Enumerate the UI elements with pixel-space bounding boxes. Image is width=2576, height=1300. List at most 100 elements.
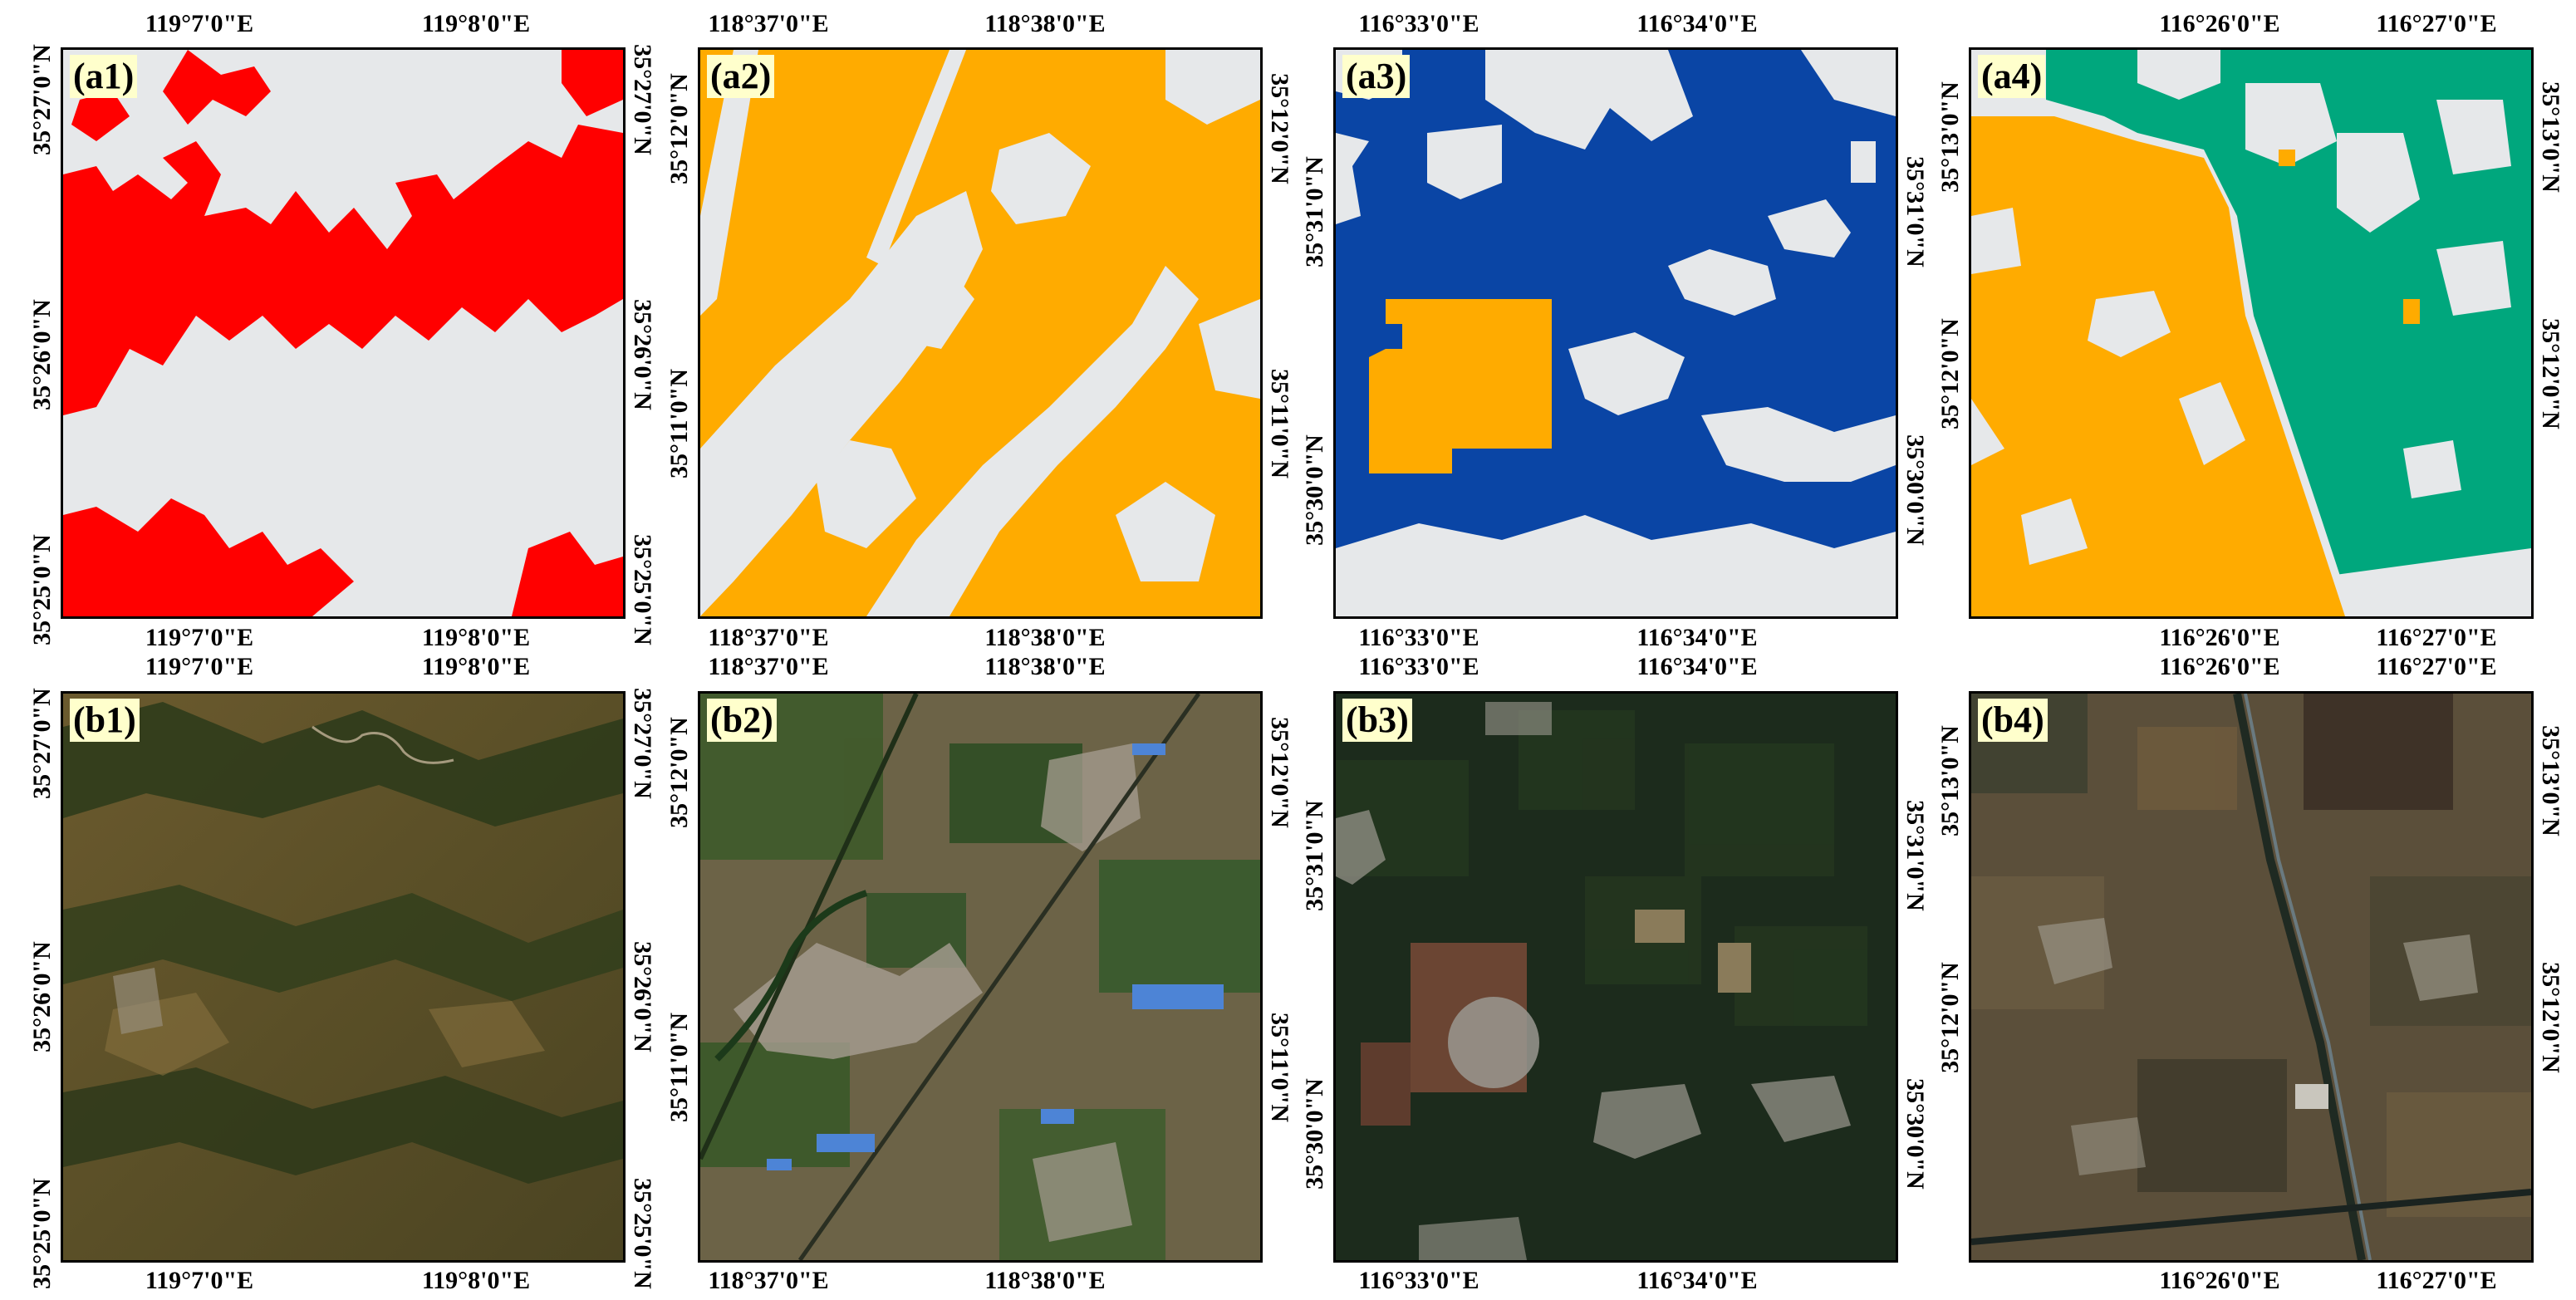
panel-label: (a3) xyxy=(1342,55,1411,98)
map-a4: (a4) xyxy=(1969,47,2534,619)
lon-label: 116°33'0"E xyxy=(1358,10,1479,37)
lat-label: 35°25'0"N xyxy=(28,534,56,645)
class-region-background xyxy=(817,440,916,548)
lat-label: 35°11'0"N xyxy=(665,369,693,478)
lat-label: 35°25'0"N xyxy=(28,1178,56,1289)
lon-label: 116°26'0"E xyxy=(2159,1267,2280,1294)
class-region-background xyxy=(1668,249,1776,316)
lon-label: 118°38'0"E xyxy=(984,10,1106,37)
class-region-red xyxy=(562,50,623,116)
satellite-b2: (b2) xyxy=(698,691,1263,1263)
lat-label: 35°13'0"N xyxy=(1936,81,1964,193)
class-region-blue xyxy=(1377,324,1402,349)
lat-label: 35°25'0"N xyxy=(629,1178,656,1289)
lat-label: 35°11'0"N xyxy=(1266,369,1293,478)
class-region-background xyxy=(2088,291,2171,357)
lat-label: 35°27'0"N xyxy=(28,688,56,799)
satellite-b1: (b1) xyxy=(61,691,626,1263)
classification-map-a3 xyxy=(1336,50,1896,616)
class-region-background xyxy=(2337,133,2420,233)
classification-map-a4 xyxy=(1971,50,2531,616)
lat-label: 35°30'0"N xyxy=(1901,1078,1929,1190)
lat-label: 35°26'0"N xyxy=(28,299,56,410)
lon-label: 119°7'0"E xyxy=(145,653,254,680)
map-a2: (a2) xyxy=(698,47,1263,619)
class-region-background xyxy=(2245,83,2337,166)
lat-label: 35°12'0"N xyxy=(2537,962,2564,1073)
lon-label: 116°27'0"E xyxy=(2376,10,2497,37)
lat-label: 35°25'0"N xyxy=(629,534,656,645)
lon-label: 116°33'0"E xyxy=(1358,1267,1479,1294)
lat-label: 35°12'0"N xyxy=(1266,73,1293,184)
lat-label: 35°26'0"N xyxy=(28,941,56,1052)
lon-label: 116°34'0"E xyxy=(1636,10,1758,37)
panel-label: (a1) xyxy=(70,55,138,98)
satellite-b3: (b3) xyxy=(1333,691,1898,1263)
lon-label: 119°8'0"E xyxy=(421,624,531,651)
panel-label: (b4) xyxy=(1978,699,2048,742)
class-region-background xyxy=(991,133,1091,224)
class-region-background xyxy=(1199,299,1260,399)
lat-label: 35°12'0"N xyxy=(1936,962,1964,1073)
class-region-red xyxy=(512,532,623,616)
class-region-background xyxy=(1568,332,1685,415)
lat-label: 35°26'0"N xyxy=(629,941,656,1052)
classification-map-a2 xyxy=(700,50,1260,616)
lat-label: 35°13'0"N xyxy=(2537,725,2564,836)
satellite-image-b2 xyxy=(700,694,1260,1260)
lon-label: 119°7'0"E xyxy=(145,10,254,37)
lat-label: 35°30'0"N xyxy=(1901,434,1929,546)
lon-label: 118°38'0"E xyxy=(984,653,1106,680)
panel-label: (b2) xyxy=(707,699,777,742)
lat-label: 35°13'0"N xyxy=(1936,725,1964,836)
lat-label: 35°31'0"N xyxy=(1301,800,1328,911)
lon-label: 119°7'0"E xyxy=(145,624,254,651)
class-region-background xyxy=(1485,50,1693,150)
lon-label: 118°38'0"E xyxy=(984,1267,1106,1294)
class-region-red xyxy=(63,498,354,616)
class-region-orange xyxy=(1369,299,1552,473)
lat-label: 35°31'0"N xyxy=(1901,800,1929,911)
lon-label: 116°33'0"E xyxy=(1358,624,1479,651)
satellite-image-b4 xyxy=(1971,694,2531,1260)
lon-label: 118°37'0"E xyxy=(708,10,829,37)
lon-label: 116°34'0"E xyxy=(1636,653,1758,680)
class-region-background xyxy=(1801,50,1896,116)
lat-label: 35°30'0"N xyxy=(1301,1078,1328,1190)
lat-label: 35°27'0"N xyxy=(629,688,656,799)
lon-label: 118°37'0"E xyxy=(708,624,829,651)
lat-label: 35°11'0"N xyxy=(665,1013,693,1122)
class-region-background xyxy=(1427,125,1502,199)
satellite-image-b3 xyxy=(1336,694,1896,1260)
class-region-red xyxy=(163,50,271,125)
class-region-background xyxy=(2287,548,2531,616)
class-region-background xyxy=(1701,407,1896,482)
class-region-background xyxy=(891,249,974,349)
lon-label: 116°27'0"E xyxy=(2376,624,2497,651)
lon-label: 119°7'0"E xyxy=(145,1267,254,1294)
panel-label: (a2) xyxy=(707,55,775,98)
lat-label: 35°13'0"N xyxy=(2537,81,2564,193)
lon-label: 118°38'0"E xyxy=(984,624,1106,651)
class-region-background xyxy=(2403,440,2461,498)
class-region-background xyxy=(1165,50,1260,125)
lon-label: 116°26'0"E xyxy=(2159,624,2280,651)
lon-label: 116°27'0"E xyxy=(2376,1267,2497,1294)
lat-label: 35°12'0"N xyxy=(665,73,693,184)
lon-label: 116°34'0"E xyxy=(1636,1267,1758,1294)
class-region-background xyxy=(1336,515,1896,616)
class-region-background xyxy=(866,50,966,266)
lon-label: 118°37'0"E xyxy=(708,1267,829,1294)
map-a1: (a1) xyxy=(61,47,626,619)
lat-label: 35°31'0"N xyxy=(1301,156,1328,267)
panel-label: (b1) xyxy=(70,699,140,742)
lat-label: 35°27'0"N xyxy=(629,44,656,155)
lat-label: 35°12'0"N xyxy=(1936,318,1964,429)
lat-label: 35°12'0"N xyxy=(1266,717,1293,828)
lat-label: 35°31'0"N xyxy=(1901,156,1929,267)
class-region-background xyxy=(1851,141,1876,183)
lon-label: 116°27'0"E xyxy=(2376,653,2497,680)
lon-label: 119°8'0"E xyxy=(421,653,531,680)
lat-label: 35°12'0"N xyxy=(2537,318,2564,429)
class-region-background xyxy=(1971,208,2021,274)
